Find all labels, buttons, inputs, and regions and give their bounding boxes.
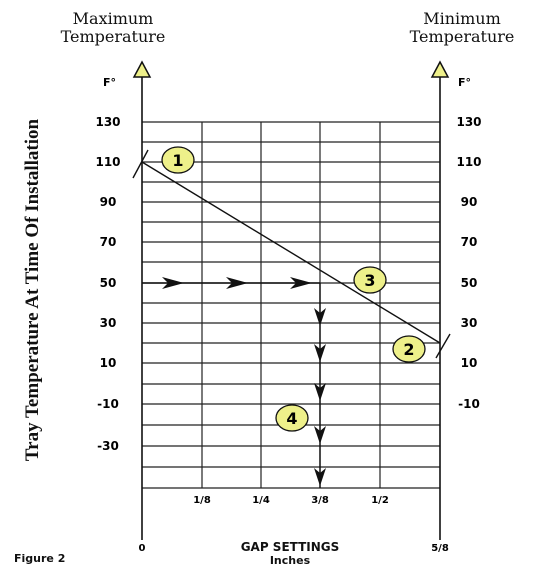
max-label-line1: Maximum — [72, 9, 154, 28]
min-temp-tick — [435, 333, 451, 359]
down-arrow-icon — [314, 468, 326, 486]
x-end-label-left: 0 — [139, 543, 146, 554]
gap-settings-label: GAP SETTINGS — [240, 540, 340, 554]
min-temperature-label: Minimum Temperature — [398, 10, 526, 46]
max-label-line2: Temperature — [60, 27, 166, 46]
down-arrow-icon — [314, 344, 326, 362]
x-tick-label: 3/8 — [311, 495, 329, 506]
x-tick-label: 1/4 — [252, 495, 270, 506]
callout-1: 1 — [161, 146, 195, 174]
right-axis-caret — [430, 60, 450, 78]
inches-label: Inches — [269, 554, 311, 567]
left-y-tick-labels: 130 110 90 70 50 30 10 -10 -30 — [95, 115, 120, 453]
y-tick-label: 50 — [100, 276, 117, 290]
diagonal-setting-line — [141, 161, 441, 344]
max-temp-tick — [132, 149, 149, 179]
callout-2: 2 — [392, 335, 426, 363]
callout-1-label: 1 — [172, 151, 183, 170]
y-tick-label-right: -10 — [458, 397, 480, 411]
x-tick-label: 1/8 — [193, 495, 211, 506]
right-arrow-icon — [290, 277, 312, 289]
y-tick-label-right: 90 — [461, 195, 478, 209]
horizontal-arrows — [162, 277, 312, 289]
y-tick-label: 70 — [100, 235, 117, 249]
min-label-line2: Temperature — [409, 27, 515, 46]
y-tick-label-right: 130 — [456, 115, 481, 129]
callout-3: 3 — [353, 266, 387, 294]
max-temperature-label: Maximum Temperature — [48, 10, 178, 46]
x-axis-title: GAP SETTINGS Inches — [200, 540, 380, 567]
left-axis-caret — [132, 60, 152, 78]
unit-right: F° — [458, 76, 471, 89]
right-arrow-icon — [226, 277, 248, 289]
y-tick-label-right: 10 — [461, 356, 478, 370]
horizontal-gridlines — [142, 121, 440, 489]
y-tick-label: 90 — [100, 195, 117, 209]
vertical-gridlines — [201, 122, 381, 488]
figure-caption: Figure 2 — [14, 552, 66, 565]
x-end-label-right: 5/8 — [431, 543, 449, 554]
callout-2-label: 2 — [403, 340, 414, 359]
callout-4: 4 — [275, 404, 309, 432]
y-tick-label-right: 30 — [461, 316, 478, 330]
right-y-tick-labels: 130 110 90 70 50 30 10 -10 — [456, 115, 481, 411]
x-tick-labels: 1/8 1/4 3/8 1/2 — [193, 495, 389, 506]
y-tick-label-right: 70 — [461, 235, 478, 249]
down-arrow-icon — [314, 383, 326, 401]
y-tick-label-right: 110 — [456, 155, 481, 169]
y-tick-label-right: 50 — [461, 276, 478, 290]
down-arrow-icon — [314, 426, 326, 444]
y-tick-label: 30 — [100, 316, 117, 330]
vertical-arrows — [314, 308, 326, 486]
callout-3-label: 3 — [364, 271, 375, 290]
min-label-line1: Minimum — [423, 9, 501, 28]
x-tick-label: 1/2 — [371, 495, 389, 506]
y-tick-label: 110 — [95, 155, 120, 169]
y-tick-label: 130 — [95, 115, 120, 129]
y-tick-label: -10 — [97, 397, 119, 411]
y-tick-label: 10 — [100, 356, 117, 370]
y-tick-label: -30 — [97, 439, 119, 453]
right-arrow-icon — [162, 277, 184, 289]
unit-left: F° — [103, 76, 116, 89]
down-arrow-icon — [314, 308, 326, 326]
callout-4-label: 4 — [286, 409, 297, 428]
